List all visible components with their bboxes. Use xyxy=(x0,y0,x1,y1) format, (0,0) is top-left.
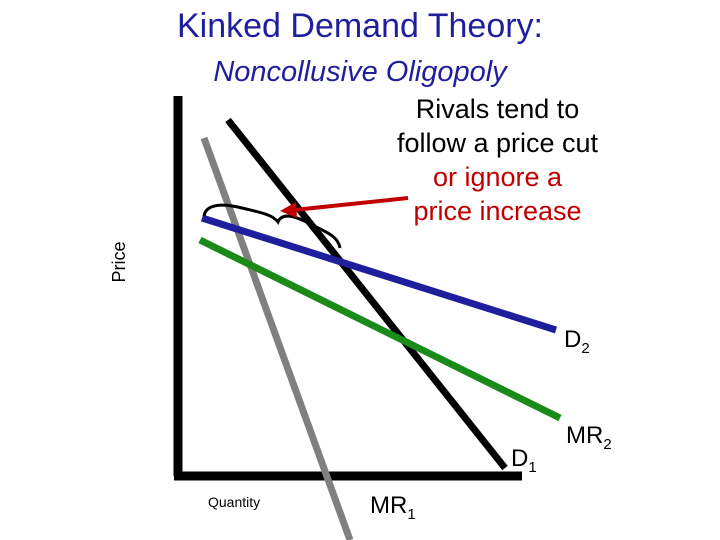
mr1-label-sub: 1 xyxy=(407,505,416,523)
d2-label-sub: 2 xyxy=(581,339,590,357)
d1-label: D1 xyxy=(511,445,537,476)
d2-label: D2 xyxy=(564,326,590,357)
diagram-subtitle: Noncollusive Oligopoly xyxy=(213,56,507,88)
annotation-line-2: follow a price cut xyxy=(396,128,599,158)
mr1-label-text: MR xyxy=(370,492,408,519)
d1-curve xyxy=(225,117,508,471)
y-axis-label: Price xyxy=(109,241,129,283)
diagram-title: Kinked Demand Theory: xyxy=(176,7,543,45)
mr2-curve xyxy=(198,236,562,422)
d2-label-text: D xyxy=(564,326,582,353)
mr2-label-text: MR xyxy=(566,422,604,449)
annotation-line-3: or ignore a xyxy=(432,162,563,192)
x-axis-label: Quantity xyxy=(208,494,261,510)
annotation-line-4: price increase xyxy=(413,196,582,226)
annotation-arrow xyxy=(293,196,409,212)
curly-brace xyxy=(202,203,342,249)
d2-curve xyxy=(200,214,558,334)
annotation-text: Rivals tend to follow a price cut or ign… xyxy=(370,92,625,228)
mr2-label-sub: 2 xyxy=(603,435,612,453)
mr1-label: MR1 xyxy=(370,492,416,523)
mr2-label: MR2 xyxy=(566,422,612,453)
annotation-line-1: Rivals tend to xyxy=(415,94,580,124)
d1-label-text: D xyxy=(511,445,529,472)
arrow-head-icon xyxy=(280,202,297,218)
d1-label-sub: 1 xyxy=(528,458,537,476)
